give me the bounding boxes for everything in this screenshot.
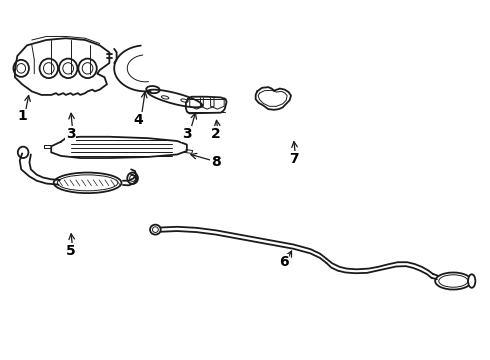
Text: 3: 3 (66, 127, 75, 141)
Ellipse shape (82, 63, 93, 74)
Ellipse shape (130, 175, 136, 181)
Ellipse shape (17, 64, 25, 73)
Text: 3: 3 (182, 127, 192, 141)
Text: 7: 7 (289, 152, 298, 166)
Text: 8: 8 (211, 155, 221, 169)
Text: 1: 1 (17, 109, 27, 123)
Text: 4: 4 (134, 113, 143, 127)
Ellipse shape (181, 99, 188, 102)
Text: 6: 6 (279, 255, 289, 269)
Ellipse shape (150, 225, 161, 235)
Ellipse shape (57, 175, 118, 191)
Ellipse shape (40, 59, 58, 78)
Ellipse shape (161, 96, 169, 99)
Text: 2: 2 (211, 127, 221, 141)
Ellipse shape (44, 63, 54, 74)
Ellipse shape (63, 63, 74, 74)
Ellipse shape (146, 86, 160, 93)
Text: 5: 5 (66, 244, 75, 258)
Ellipse shape (127, 172, 138, 184)
Ellipse shape (468, 274, 475, 288)
Ellipse shape (78, 59, 97, 78)
Ellipse shape (439, 275, 468, 287)
Ellipse shape (152, 227, 158, 233)
Ellipse shape (435, 273, 471, 289)
Ellipse shape (18, 147, 28, 158)
Ellipse shape (59, 59, 77, 78)
Ellipse shape (53, 172, 122, 193)
Ellipse shape (13, 60, 29, 77)
